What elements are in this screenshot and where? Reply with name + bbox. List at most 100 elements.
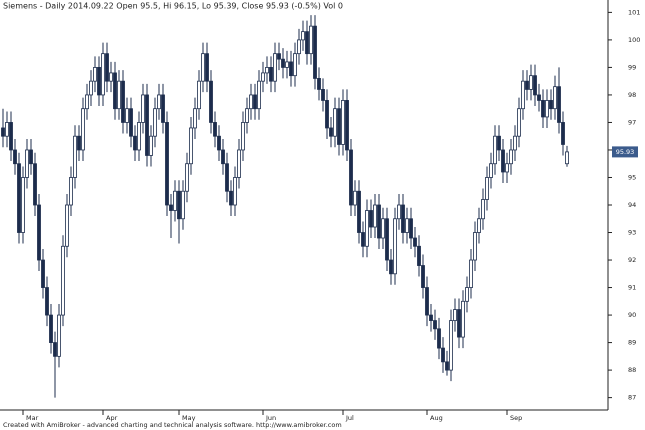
x-tick-label: Apr <box>106 414 118 422</box>
candle-body <box>137 122 141 151</box>
candle-body <box>245 108 249 123</box>
candle-body <box>145 94 149 156</box>
candle-body <box>125 108 129 123</box>
candle-body <box>237 149 241 178</box>
candle-body <box>381 218 385 239</box>
candle-body <box>173 190 177 211</box>
candle-body <box>481 199 485 220</box>
candle-body <box>557 86 561 123</box>
candle-body <box>357 190 361 233</box>
candle-body <box>105 53 109 82</box>
candle-body <box>73 135 77 178</box>
y-tick-label: 101 <box>628 8 640 16</box>
candle-body <box>129 108 133 137</box>
candle-body <box>153 108 157 137</box>
candle-body <box>181 190 185 220</box>
candle-body <box>205 53 209 82</box>
candle-body <box>13 149 17 165</box>
y-tick-label: 87 <box>628 394 636 402</box>
candle-body <box>501 149 505 173</box>
candle-body <box>17 163 21 233</box>
y-tick-label: 90 <box>628 311 636 319</box>
candle-body <box>193 108 197 129</box>
candle-body <box>341 100 345 145</box>
candle-body <box>233 177 237 206</box>
candle-body <box>25 149 29 178</box>
candle-body <box>469 259 473 288</box>
candle-body <box>69 177 73 206</box>
candle-body <box>445 361 449 371</box>
candle-body <box>513 135 517 151</box>
y-tick-label: 92 <box>628 256 636 264</box>
candle-body <box>93 67 97 82</box>
candle-body <box>365 210 369 247</box>
candle-body <box>545 100 549 118</box>
candle-body <box>277 53 281 60</box>
candle-body <box>289 61 293 77</box>
candle-body <box>77 135 81 151</box>
candle-body <box>553 86 557 110</box>
candle-body <box>109 72 113 82</box>
candle-body <box>169 204 173 211</box>
candle-body <box>333 108 337 137</box>
candle-body <box>53 342 57 357</box>
candle-body <box>397 204 401 220</box>
candle-body <box>61 245 65 316</box>
y-tick-label: 94 <box>628 201 636 209</box>
candle-body <box>261 72 265 82</box>
candle-body <box>353 190 357 206</box>
candle-body <box>541 100 545 118</box>
candle-body <box>41 259 45 288</box>
candle-body <box>85 94 89 110</box>
x-tick-label: Mar <box>26 414 39 422</box>
footer: Created with AmiBroker - advanced charti… <box>3 421 342 429</box>
candle-body <box>433 320 437 330</box>
candle-body <box>229 190 233 206</box>
candle-body <box>565 151 569 165</box>
candle-body <box>317 78 321 90</box>
candle-body <box>401 204 405 233</box>
candle-body <box>5 122 9 137</box>
candle-body <box>537 94 541 101</box>
candle-body <box>533 75 537 96</box>
candle-body <box>1 127 5 137</box>
candle-body <box>101 53 105 96</box>
candle-body <box>377 204 381 239</box>
candle-body <box>505 163 509 173</box>
candle-body <box>253 94 257 110</box>
candle-body <box>117 80 121 110</box>
candle-body <box>437 328 441 349</box>
candle-body <box>121 80 125 123</box>
candle-body <box>297 39 301 55</box>
candle-body <box>493 135 497 165</box>
y-tick-label: 88 <box>628 366 636 374</box>
candle-body <box>185 163 189 192</box>
candle-body <box>485 177 489 200</box>
candle-body <box>345 100 349 151</box>
candle-body <box>241 122 245 151</box>
candle-body <box>425 287 429 316</box>
candle-body <box>313 25 317 79</box>
candle-body <box>525 80 529 90</box>
candle-body <box>9 122 13 151</box>
candle-body <box>265 67 269 74</box>
candle-body <box>421 265 425 288</box>
x-tick-label: May <box>182 414 196 422</box>
candle-body <box>305 31 309 55</box>
candle-body <box>49 314 53 343</box>
candle-body <box>349 149 353 206</box>
candle-body <box>161 94 165 123</box>
candle-body <box>409 218 413 239</box>
x-tick-label: Sep <box>510 414 522 422</box>
chart-title: Siemens - Daily 2014.09.22 Open 95.5, Hi… <box>3 2 343 11</box>
candle-body <box>65 204 69 247</box>
y-tick-label: 91 <box>628 284 636 292</box>
candle-body <box>189 127 193 165</box>
candle-body <box>521 80 525 110</box>
candle-body <box>549 100 553 110</box>
candle-body <box>449 320 453 371</box>
candle-body <box>489 163 493 178</box>
candle-body <box>273 53 277 82</box>
